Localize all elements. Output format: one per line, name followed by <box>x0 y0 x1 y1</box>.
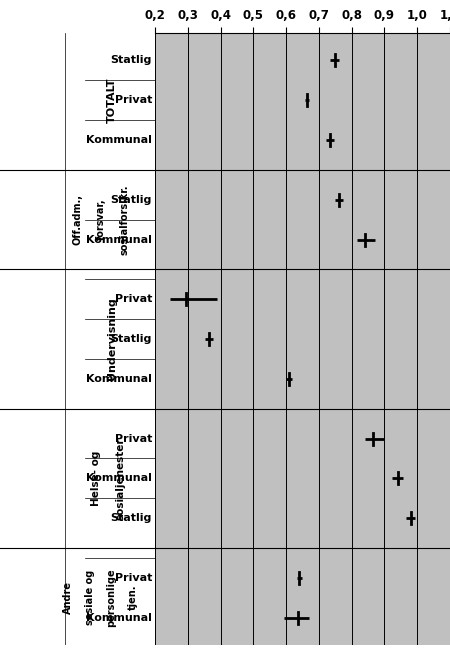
Text: Andre: Andre <box>63 581 73 614</box>
Text: Kommunal: Kommunal <box>86 135 152 145</box>
Text: TOTALT: TOTALT <box>107 78 117 123</box>
Text: tjen.: tjen. <box>128 585 138 610</box>
Text: Privat: Privat <box>114 573 152 583</box>
Text: Privat: Privat <box>114 294 152 304</box>
Text: forsvar,: forsvar, <box>96 199 106 241</box>
Text: sosialforsikr.: sosialforsikr. <box>119 185 129 255</box>
Text: Undervisning: Undervisning <box>107 298 117 380</box>
Text: Statlig: Statlig <box>111 513 152 523</box>
Text: Off.adm.,: Off.adm., <box>72 194 82 245</box>
Text: sosialjenester: sosialjenester <box>116 437 126 520</box>
Text: Privat: Privat <box>114 434 152 443</box>
Text: personlige: personlige <box>107 569 117 627</box>
Text: Kommunal: Kommunal <box>86 613 152 623</box>
Text: Statlig: Statlig <box>111 195 152 205</box>
Text: Kommunal: Kommunal <box>86 374 152 384</box>
Text: Privat: Privat <box>114 95 152 105</box>
Text: Kommunal: Kommunal <box>86 473 152 483</box>
Text: sosiale og: sosiale og <box>85 570 95 625</box>
Text: Statlig: Statlig <box>111 334 152 344</box>
Text: Helse- og: Helse- og <box>91 451 101 506</box>
Text: Kommunal: Kommunal <box>86 235 152 244</box>
Text: Statlig: Statlig <box>111 55 152 65</box>
